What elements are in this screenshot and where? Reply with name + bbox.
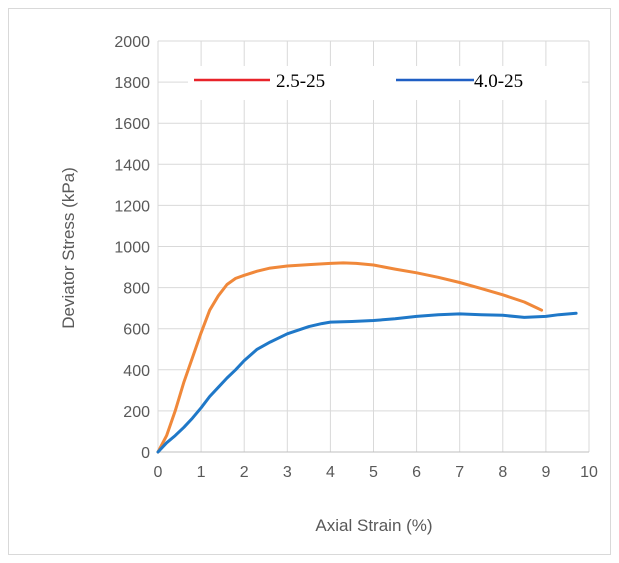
y-tick-label: 600	[123, 322, 150, 339]
y-tick-label: 400	[123, 363, 150, 380]
y-tick-label: 200	[123, 404, 150, 421]
x-tick-labels: 0 1 2 3 4 5 6 7 8 9 10	[154, 464, 598, 481]
y-tick-label: 0	[141, 445, 150, 462]
x-tick-label: 9	[541, 464, 550, 481]
y-tick-label: 1000	[114, 240, 150, 257]
chart-frame: 0 1 2 3 4 5 6 7 8 9 10 0 200 400 600 800 1000 1200 1400 16…	[8, 8, 611, 555]
x-tick-label: 6	[412, 464, 421, 481]
x-tick-label: 10	[580, 464, 598, 481]
x-tick-label: 2	[240, 464, 249, 481]
x-tick-label: 7	[455, 464, 464, 481]
x-tick-label: 1	[197, 464, 206, 481]
y-tick-label: 2000	[114, 34, 150, 51]
series-line-2	[156, 311, 578, 454]
legend-label-2-5-25: 2.5-25	[276, 71, 325, 92]
x-tick-label: 3	[283, 464, 292, 481]
x-tick-label: 5	[369, 464, 378, 481]
y-tick-label: 1200	[114, 198, 150, 215]
series-lines	[156, 261, 578, 454]
y-tick-label: 800	[123, 281, 150, 298]
x-tick-label: 0	[154, 464, 163, 481]
x-tick-label: 8	[498, 464, 507, 481]
line-chart: 0 1 2 3 4 5 6 7 8 9 10 0 200 400 600 800 1000 1200 1400 16…	[8, 8, 611, 555]
series-line-1	[156, 261, 544, 454]
y-tick-label: 1600	[114, 116, 150, 133]
x-tick-label: 4	[326, 464, 335, 481]
y-tick-labels: 0 200 400 600 800 1000 1200 1400 1600 1800 2000	[114, 34, 150, 462]
legend: 2.5-25 4.0-25	[188, 66, 582, 100]
legend-background	[188, 66, 582, 100]
y-tick-label: 1800	[114, 75, 150, 92]
x-axis-title: Axial Strain (%)	[315, 516, 432, 535]
y-axis-title: Deviator Stress (kPa)	[59, 167, 78, 329]
legend-label-4-0-25: 4.0-25	[474, 71, 523, 92]
y-tick-label: 1400	[114, 157, 150, 174]
